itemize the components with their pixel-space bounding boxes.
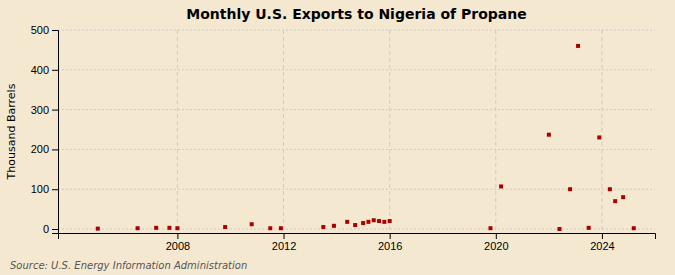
point xyxy=(621,195,625,199)
point xyxy=(250,222,254,226)
tick: 2016 xyxy=(378,233,402,252)
tick-mark xyxy=(496,233,497,239)
point xyxy=(488,226,492,230)
tick-mark xyxy=(177,233,178,239)
tick-mark xyxy=(52,70,58,71)
point xyxy=(268,226,272,230)
point xyxy=(167,226,171,230)
tick-mark xyxy=(284,233,285,239)
point xyxy=(576,44,580,48)
tick-mark xyxy=(52,110,58,111)
grid-line xyxy=(283,30,284,233)
point xyxy=(154,226,158,230)
grid-line xyxy=(601,30,602,233)
grid-line xyxy=(495,30,496,233)
point xyxy=(136,226,140,230)
point xyxy=(382,220,386,224)
point xyxy=(632,226,636,230)
point xyxy=(353,223,357,227)
tick-label: 2020 xyxy=(484,240,508,252)
tick-label: 300 xyxy=(31,104,49,116)
point xyxy=(613,199,617,203)
tick-label: 200 xyxy=(31,143,49,155)
point xyxy=(568,187,572,191)
tick-mark xyxy=(52,149,58,150)
y-axis-label: Thousand Barrels xyxy=(5,83,18,180)
tick-mark xyxy=(390,233,391,239)
plot: 2008 2012 2016 2020 2024 0 100 200 300 400 500 xyxy=(31,24,656,252)
tick: 200 xyxy=(31,143,58,155)
point xyxy=(175,226,179,230)
points xyxy=(96,44,636,231)
tick: 400 xyxy=(31,64,58,76)
point xyxy=(321,225,325,229)
tick: 300 xyxy=(31,104,58,116)
point xyxy=(332,224,336,228)
grid-line xyxy=(58,189,655,190)
axis-line xyxy=(59,234,656,240)
tick: 2020 xyxy=(484,233,508,252)
point xyxy=(547,133,551,137)
point xyxy=(557,227,561,231)
grid-line xyxy=(58,229,655,230)
point xyxy=(597,135,601,139)
grid xyxy=(58,30,655,233)
tick-mark xyxy=(52,189,58,190)
tick: 2024 xyxy=(590,233,614,252)
point xyxy=(608,187,612,191)
point xyxy=(279,226,283,230)
grid-line xyxy=(389,30,390,233)
point xyxy=(361,221,365,225)
point xyxy=(499,184,503,188)
chart: 2008 2012 2016 2020 2024 0 100 200 300 400 500 Mont… xyxy=(0,0,675,275)
point xyxy=(366,220,370,224)
tick: 500 xyxy=(31,24,58,36)
annotation: Source: U.S. Energy Information Administ… xyxy=(10,260,247,271)
tick: 2008 xyxy=(166,233,190,252)
x-axis: 2008 2012 2016 2020 2024 xyxy=(59,233,656,252)
tick-label: 2012 xyxy=(272,240,296,252)
point xyxy=(372,218,376,222)
point xyxy=(96,227,100,231)
title: Monthly U.S. Exports to Nigeria of Propa… xyxy=(186,6,527,22)
tick-label: 2024 xyxy=(590,240,614,252)
axis-line xyxy=(52,31,59,234)
tick-label: 2016 xyxy=(378,240,402,252)
point xyxy=(587,226,591,230)
point xyxy=(388,219,392,223)
grid-line xyxy=(58,30,655,31)
tick: 100 xyxy=(31,183,58,195)
point xyxy=(223,225,227,229)
point xyxy=(345,220,349,224)
tick-mark xyxy=(52,229,58,230)
tick-label: 400 xyxy=(31,64,49,76)
grid-line xyxy=(58,109,655,110)
tick-label: 0 xyxy=(43,223,49,235)
tick: 0 xyxy=(43,223,58,235)
grid-line xyxy=(58,69,655,70)
tick: 2012 xyxy=(272,233,296,252)
grid-line xyxy=(58,149,655,150)
point xyxy=(377,219,381,223)
tick-label: 2008 xyxy=(166,240,190,252)
y-axis: 0 100 200 300 400 500 xyxy=(31,24,59,235)
tick-mark xyxy=(602,233,603,239)
tick-label: 500 xyxy=(31,24,49,36)
tick-label: 100 xyxy=(31,183,49,195)
grid-line xyxy=(177,30,178,233)
tick-mark xyxy=(52,30,58,31)
